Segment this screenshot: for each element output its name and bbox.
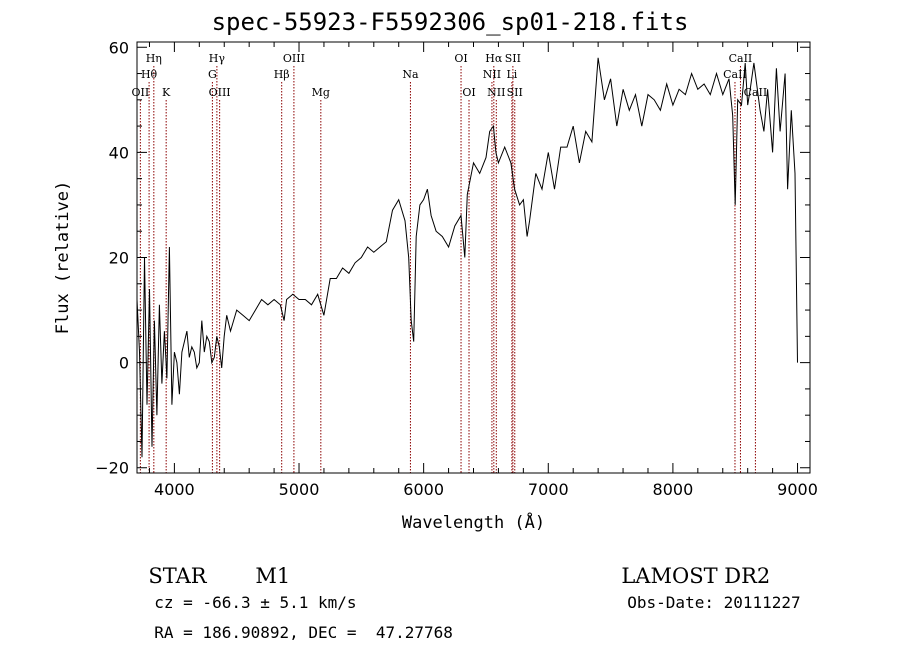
y-tick-label: 20 [109,249,129,268]
axis-ticks: 4000 5000 6000 7000 8000 9000 −20 0 20 40 60 [95,38,818,499]
y-tick-label: 60 [109,38,129,57]
plot-frame [136,41,811,474]
x-tick-label: 8000 [653,480,694,499]
line-marker-label: SII [505,52,521,65]
line-marker-label: G [208,68,217,81]
x-tick-label: 7000 [528,480,569,499]
chart-title: spec-55923-F5592306_sp01-218.fits [211,8,689,36]
line-marker-label: OI [454,52,467,65]
line-marker-label: CaII [729,52,753,65]
x-tick-label: 4000 [154,480,195,499]
line-marker-label: K [162,86,171,99]
object-subclass: M1 [255,564,291,588]
line-marker-label: NII [483,68,501,81]
survey-name: LAMOST DR2 [621,564,771,588]
observation-date: Obs-Date: 20111227 [627,593,801,612]
line-marker-label: OII [132,86,150,99]
redshift-info: cz = -66.3 ± 5.1 km/s [154,593,357,612]
y-axis-label: Flux (relative) [53,181,73,335]
line-marker-label: Hη [146,52,162,65]
line-marker-label: Hβ [274,68,290,81]
line-marker-label: Hγ [209,52,226,65]
coordinates-info: RA = 186.90892, DEC = 47.27768 [154,623,453,642]
line-marker-label: SII [507,86,523,99]
y-tick-label: −20 [95,459,129,478]
line-marker-label: Hθ [141,68,158,81]
line-marker-label: OIII [283,52,305,65]
line-marker-label: CaII [723,68,747,81]
y-tick-label: 40 [109,143,129,162]
line-marker-label: Hα [485,52,503,65]
line-marker-label: Mg [312,86,330,99]
x-tick-label: 5000 [279,480,320,499]
line-marker-label: Na [402,68,419,81]
x-tick-label: 6000 [403,480,444,499]
spectrum-line [136,57,798,458]
y-tick-label: 0 [119,354,129,373]
line-marker-label: OI [462,86,475,99]
x-axis-label: Wavelength (Å) [402,511,545,533]
x-tick-label: 9000 [777,480,818,499]
object-class: STAR [148,564,207,588]
line-marker-label: NII [487,86,505,99]
line-marker-label: OIII [209,86,231,99]
line-marker-label: Li [506,68,517,81]
